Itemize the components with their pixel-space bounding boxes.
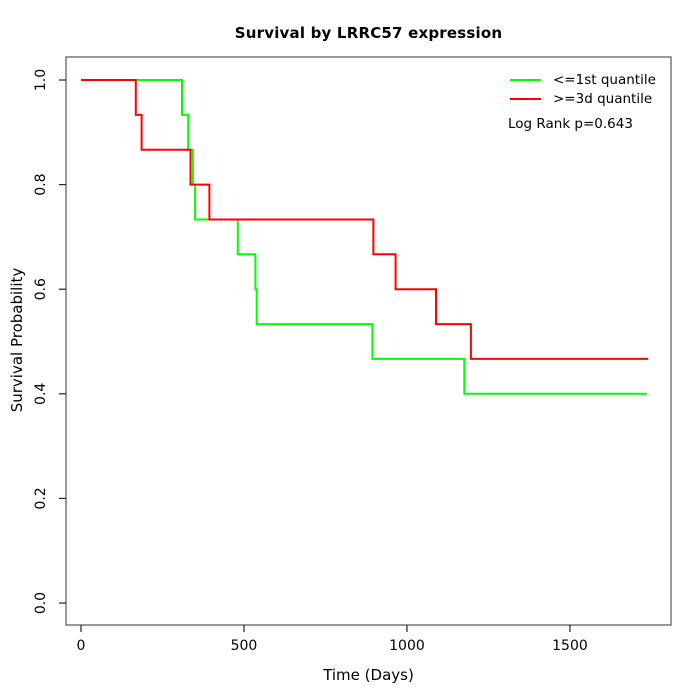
y-axis-label: Survival Probability	[8, 267, 26, 413]
legend-item-third-quantile: >=3d quantile	[510, 90, 656, 109]
survival-curves	[81, 79, 649, 395]
y-tick-label: 0.8	[33, 173, 49, 195]
survival-curve-green	[81, 79, 647, 395]
y-tick-label: 1.0	[33, 69, 49, 91]
y-tick-label: 0.0	[33, 592, 49, 614]
chart-title: Survival by LRRC57 expression	[234, 24, 503, 42]
y-tick-label: 0.2	[33, 487, 49, 509]
legend-line-green	[510, 79, 541, 82]
legend-line-red	[510, 97, 541, 100]
survival-curve-red	[81, 79, 649, 360]
x-tick-label: 0	[77, 638, 86, 654]
x-tick-label: 500	[231, 638, 258, 654]
x-tick-label: 1500	[552, 638, 588, 654]
legend-item-first-quantile: <=1st quantile	[510, 71, 656, 90]
x-axis-label: Time (Days)	[323, 666, 414, 684]
plot-box	[65, 56, 672, 626]
log-rank-annotation: Log Rank p=0.643	[508, 116, 633, 132]
axes-layer: 0 500 1000 1500 0.0 0.2 0.4 0.6 0.8 1.0	[33, 56, 672, 654]
legend-label-third-quantile: >=3d quantile	[553, 90, 653, 107]
y-tick-label: 0.6	[33, 278, 49, 300]
legend: <=1st quantile >=3d quantile	[510, 71, 656, 108]
legend-label-first-quantile: <=1st quantile	[553, 72, 656, 89]
y-tick-label: 0.4	[33, 383, 49, 405]
x-tick-label: 1000	[389, 638, 425, 654]
